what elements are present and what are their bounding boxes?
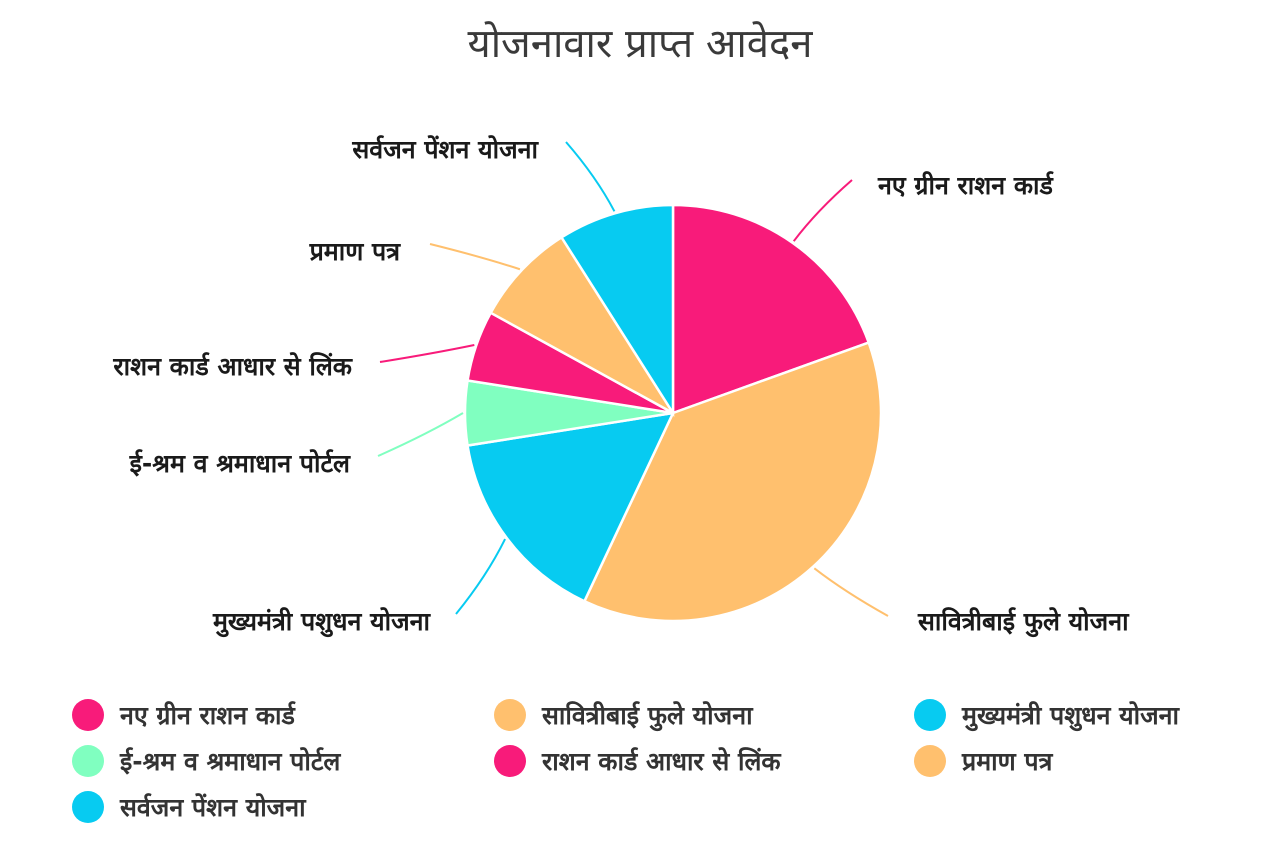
- legend-swatch: [494, 745, 526, 777]
- slice-label: नए ग्रीन राशन कार्ड: [877, 171, 1055, 200]
- leader-line: [565, 141, 616, 212]
- pie-slice[interactable]: [489, 235, 675, 415]
- leader-line: [455, 538, 506, 615]
- legend-item[interactable]: मुख्यमंत्री पशुधन योजना: [914, 695, 1274, 735]
- leader-line: [377, 412, 464, 457]
- legend-swatch: [914, 699, 946, 731]
- pie-slice[interactable]: [671, 203, 871, 415]
- pie-slice[interactable]: [466, 411, 676, 603]
- slice-label: ई-श्रम व श्रमाधान पोर्टल: [129, 449, 351, 478]
- slice-label: प्रमाण पत्र: [309, 237, 402, 266]
- legend-swatch: [72, 791, 104, 823]
- legend-item[interactable]: सावित्रीबाई फुले योजना: [494, 695, 914, 735]
- legend: नए ग्रीन राशन कार्ड सावित्रीबाई फुले योज…: [72, 695, 1272, 827]
- leader-line: [813, 567, 889, 617]
- legend-item[interactable]: प्रमाण पत्र: [914, 741, 1274, 781]
- pie-slice[interactable]: [582, 340, 883, 623]
- legend-label: सर्वजन पेंशन योजना: [120, 793, 306, 822]
- leader-line: [792, 179, 853, 242]
- pie-slice[interactable]: [559, 203, 675, 418]
- legend-swatch: [72, 745, 104, 777]
- legend-swatch: [914, 745, 946, 777]
- slice-label: राशन कार्ड आधार से लिंक: [112, 352, 353, 381]
- legend-label: सावित्रीबाई फुले योजना: [542, 701, 753, 730]
- slice-label: सर्वजन पेंशन योजना: [351, 135, 539, 164]
- leader-line: [429, 243, 521, 271]
- legend-label: ई-श्रम व श्रमाधान पोर्टल: [120, 747, 341, 776]
- legend-label: नए ग्रीन राशन कार्ड: [120, 701, 295, 730]
- legend-item[interactable]: राशन कार्ड आधार से लिंक: [494, 741, 914, 781]
- legend-label: राशन कार्ड आधार से लिंक: [542, 747, 781, 776]
- legend-swatch: [72, 699, 104, 731]
- slice-label: सावित्रीबाई फुले योजना: [917, 607, 1130, 638]
- chart-title: योजनावार प्राप्त आवेदन: [467, 21, 813, 67]
- leader-line: [379, 343, 475, 363]
- legend-label: प्रमाण पत्र: [962, 747, 1053, 776]
- legend-item[interactable]: सर्वजन पेंशन योजना: [72, 787, 494, 827]
- legend-item[interactable]: ई-श्रम व श्रमाधान पोर्टल: [72, 741, 494, 781]
- slice-label: मुख्यमंत्री पशुधन योजना: [212, 607, 432, 638]
- legend-swatch: [494, 699, 526, 731]
- legend-item[interactable]: नए ग्रीन राशन कार्ड: [72, 695, 494, 735]
- legend-label: मुख्यमंत्री पशुधन योजना: [962, 701, 1180, 730]
